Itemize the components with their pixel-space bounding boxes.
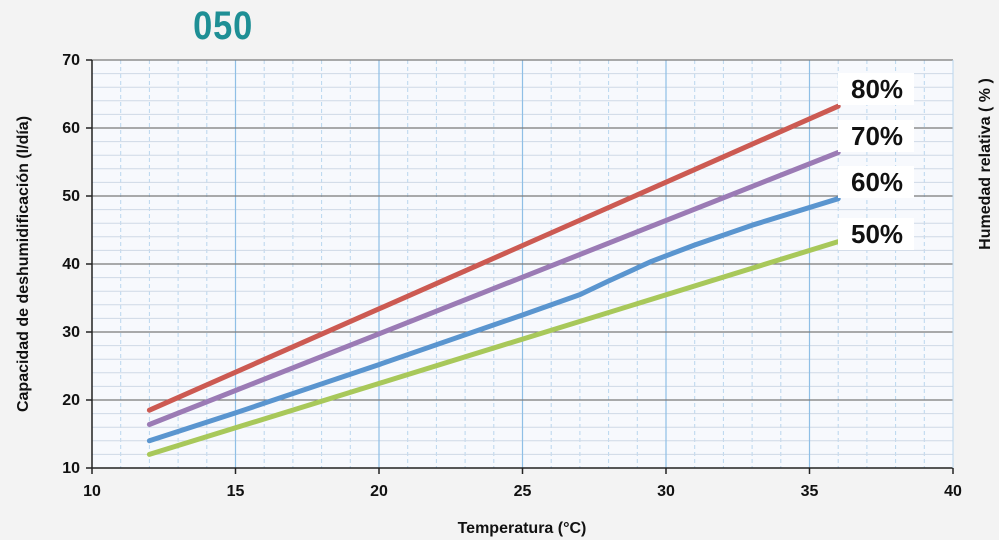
series-line-70-pct [146,150,841,427]
y-tick-label: 50 [62,188,80,205]
x-tick-label: 20 [370,483,388,500]
series-line-60-pct [146,196,841,444]
x-tick-label: 15 [227,483,245,500]
series-line-50-pct [146,239,841,457]
x-axis-label: Temperatura (°C) [458,520,587,537]
legend-label-bg [838,166,914,198]
y-tick-label: 70 [62,52,80,69]
y-axis-label: Capacidad de deshumidificación (l/día) [15,116,32,412]
legend-label: 50% [851,219,903,249]
x-tick-label: 35 [801,483,819,500]
legend: 80% 70% 60% 50% [838,73,914,250]
series-lines [146,103,841,457]
legend-label-bg [838,218,914,250]
axes: 10 15 20 25 30 35 40 10 20 30 40 50 60 70 [62,52,962,500]
legend-label: 80% [851,74,903,104]
legend-label-bg [838,73,914,105]
series-line-80-pct [146,103,841,413]
legend-label-bg [838,120,914,152]
x-tick-label: 10 [83,483,101,500]
chart-title: 050 [193,4,254,48]
y-tick-label: 40 [62,256,80,273]
y-tick-label: 60 [62,120,80,137]
x-tick-label: 40 [944,483,962,500]
right-axis-label: Humedad relativa ( % ) [977,78,994,250]
y-tick-label: 20 [62,392,80,409]
x-tick-label: 25 [514,483,532,500]
x-tick-label: 30 [657,483,675,500]
y-tick-label: 10 [62,460,80,477]
y-tick-label: 30 [62,324,80,341]
legend-label: 70% [851,121,903,151]
legend-label: 60% [851,167,903,197]
